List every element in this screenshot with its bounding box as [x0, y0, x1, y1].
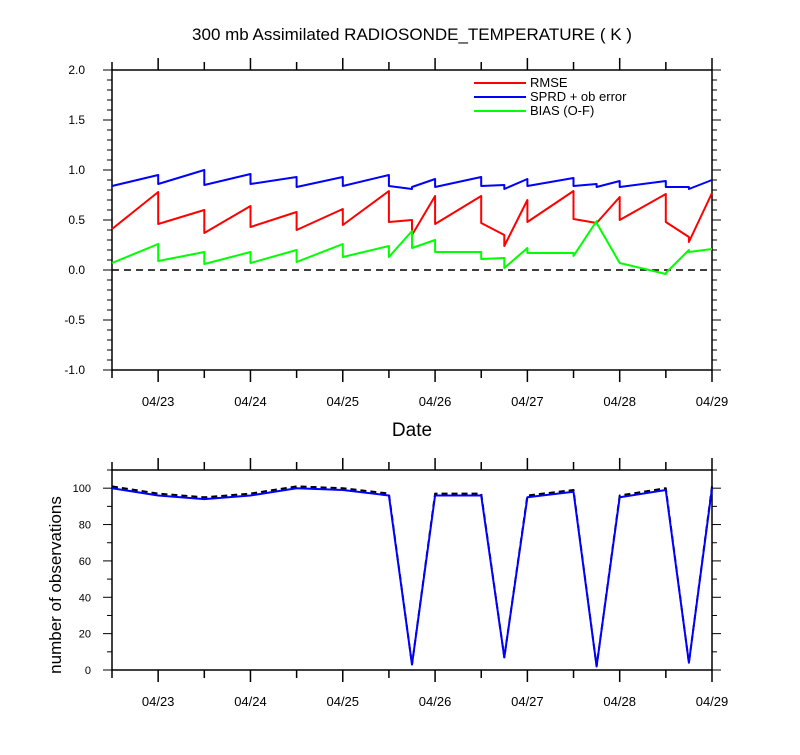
- x-axis-ticks: [111, 458, 713, 682]
- x-tick-label: 04/28: [603, 394, 636, 409]
- x-tick-label: 04/24: [234, 694, 267, 709]
- y-tick-label: -1.0: [64, 363, 85, 377]
- x-tick-label: 04/24: [234, 394, 267, 409]
- plot-frame: [111, 469, 713, 671]
- y-tick-label: 0.5: [68, 213, 85, 227]
- x-tick-label: 04/23: [142, 394, 175, 409]
- x-tick-label: 04/26: [419, 394, 452, 409]
- y-axis-ticks: [103, 469, 721, 671]
- x-axis-label: Date: [392, 420, 432, 441]
- y-tick-label: 0: [85, 665, 91, 677]
- legend-label: RMSE: [530, 75, 568, 90]
- x-tick-label: 04/29: [696, 394, 729, 409]
- y-tick-label: 20: [79, 629, 91, 641]
- x-tick-label: 04/28: [603, 694, 636, 709]
- x-tick-label: 04/23: [142, 694, 175, 709]
- legend-label: SPRD + ob error: [530, 89, 627, 104]
- legend-label: BIAS (O-F): [530, 103, 594, 118]
- series-line-possible-observations: [111, 485, 713, 668]
- y-tick-label: 1.0: [68, 163, 85, 177]
- y-tick-label: 60: [79, 556, 91, 568]
- lower-panel: 0 20 40 60 80 100 04/23 04/24 04/25 04/26 04/27 04/…: [73, 458, 729, 709]
- x-tick-label: 04/25: [326, 394, 359, 409]
- chart-title: 300 mb Assimilated RADIOSONDE_TEMPERATUR…: [192, 25, 632, 44]
- series-line-assimilated-observations: [111, 487, 713, 668]
- y-tick-label: -0.5: [64, 313, 85, 327]
- y-axis-ticks: [103, 69, 721, 371]
- x-tick-label: 04/25: [326, 694, 359, 709]
- y-axis-label-observations: number of observations: [46, 496, 65, 674]
- series-line-bias-o-f: [111, 220, 713, 275]
- x-tick-label: 04/27: [511, 694, 544, 709]
- series-line-rmse: [111, 190, 713, 247]
- y-tick-label: 0.0: [68, 263, 85, 277]
- y-tick-label: 1.5: [68, 113, 85, 127]
- y-tick-label: 100: [73, 483, 91, 495]
- upper-panel: 2.0 1.5 1.0 0.5 0.0 -0.5 -1.0 04/23 04/24 04/25 04…: [64, 58, 728, 409]
- y-tick-label: 2.0: [68, 63, 85, 77]
- y-tick-label: 40: [79, 592, 91, 604]
- x-tick-label: 04/26: [419, 694, 452, 709]
- x-tick-label: 04/27: [511, 394, 544, 409]
- x-tick-label: 04/29: [696, 694, 729, 709]
- series-line-sprd-ob-error: [111, 169, 713, 190]
- x-axis-ticks: [111, 58, 713, 382]
- y-tick-label: 80: [79, 520, 91, 532]
